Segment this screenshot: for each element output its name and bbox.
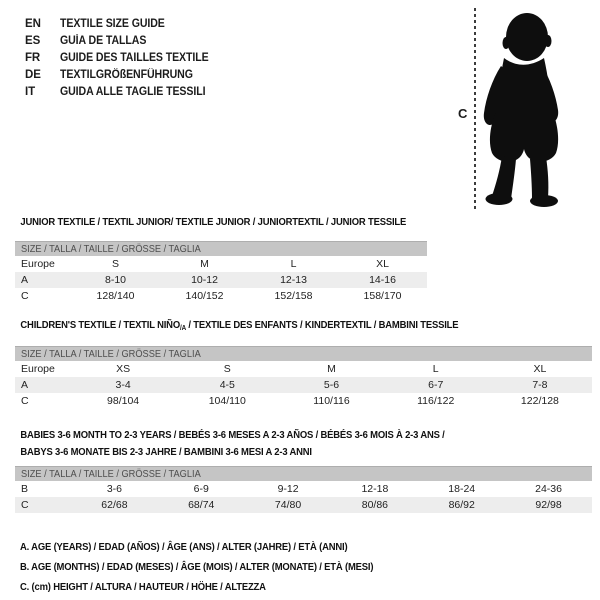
table-cell: 92/98 (535, 499, 562, 511)
table-cell: 3-4 (115, 379, 131, 391)
table-title-subscript: /A (180, 325, 186, 332)
table-cell: 6-7 (428, 379, 444, 391)
table-cell: XL (376, 258, 389, 270)
table-cell: 14-16 (369, 274, 396, 286)
row-label-cell: Europe (21, 258, 55, 270)
table-cell: L (290, 258, 297, 270)
size-header-text: SIZE / TALLA / TAILLE / GRÖSSE / TAGLIA (21, 348, 201, 360)
size-header-text: SIZE / TALLA / TAILLE / GRÖSSE / TAGLIA (21, 468, 201, 480)
table-row: Europe S M L XL (15, 256, 427, 272)
table-row: C 128/140 140/152 152/158 158/170 (15, 288, 427, 304)
size-header-bar: SIZE / TALLA / TAILLE / GRÖSSE / TAGLIA (15, 346, 592, 361)
table-row: A 3-4 4-5 5-6 6-7 7-8 (15, 377, 592, 393)
table-cell: S (111, 258, 119, 270)
height-dotted-line (474, 8, 476, 210)
row-label-cell: C (21, 395, 29, 407)
table-cell: 6-9 (193, 483, 209, 495)
row-label-cell: B (21, 483, 29, 495)
table-cell: XS (116, 363, 131, 375)
language-code: ES (25, 35, 41, 47)
table-cell: 7-8 (532, 379, 548, 391)
language-row: ES GUÍA DE TALLAS (25, 33, 222, 50)
table-cell: M (327, 363, 336, 375)
size-header-text: SIZE / TALLA / TAILLE / GRÖSSE / TAGLIA (21, 243, 201, 255)
row-label-cell: C (21, 290, 29, 302)
language-code: EN (25, 18, 41, 30)
table-cell: 140/152 (185, 290, 224, 302)
table-title-text: / TEXTILE DES ENFANTS / KINDERTEXTIL / B… (185, 319, 459, 331)
language-row: IT GUIDA ALLE TAGLIE TESSILI (25, 84, 222, 101)
language-code: DE (25, 69, 41, 81)
table-cell: S (223, 363, 231, 375)
table-cell: 4-5 (219, 379, 235, 391)
table-cell: 128/140 (96, 290, 135, 302)
table-cell: 3-6 (106, 483, 122, 495)
children-table: CHILDREN'S TEXTILE / TEXTIL NIÑO/A / TEX… (15, 319, 592, 409)
table-title: BABYS 3-6 MONATE BIS 2-3 JAHRE / BAMBINI… (20, 446, 312, 458)
language-title: GUIDE DES TAILLES TEXTILE (60, 52, 209, 64)
row-label-cell: Europe (21, 363, 55, 375)
table-cell: 80/86 (361, 499, 389, 511)
table-cell: 152/158 (274, 290, 313, 302)
table-cell: 5-6 (323, 379, 340, 391)
table-cell: 122/128 (520, 395, 559, 407)
row-label-cell: C (21, 499, 29, 511)
legend: A. AGE (YEARS) / EDAD (AÑOS) / ÂGE (ANS)… (20, 537, 413, 597)
table-cell: XL (533, 363, 547, 375)
row-label-cell: A (21, 379, 29, 391)
row-label-cell: A (21, 274, 29, 286)
table-row: C 98/104 104/110 110/116 116/122 122/128 (15, 393, 592, 409)
table-title: BABIES 3-6 MONTH TO 2-3 YEARS / BEBÉS 3-… (20, 429, 445, 441)
legend-line: C. (cm) HEIGHT / ALTURA / HAUTEUR / HÖHE… (20, 581, 266, 593)
table-cell: 12-18 (361, 483, 389, 495)
table-cell: 24-36 (535, 483, 562, 495)
table-cell: 10-12 (191, 274, 218, 286)
table-cell: 9-12 (277, 483, 299, 495)
table-cell: 74/80 (274, 499, 302, 511)
table-cell: 12-13 (280, 274, 307, 286)
table-row: C 62/68 68/74 74/80 80/86 86/92 92/98 (15, 497, 592, 513)
table-cell: 98/104 (107, 395, 140, 407)
table-cell: 18-24 (448, 483, 476, 495)
junior-table: JUNIOR TEXTILE / TEXTIL JUNIOR/ TEXTILE … (15, 216, 427, 304)
language-title: GUIDA ALLE TAGLIE TESSILI (60, 86, 206, 98)
table-cell: 104/110 (208, 395, 246, 407)
language-title: TEXTILE SIZE GUIDE (60, 18, 165, 30)
table-row: A 8-10 10-12 12-13 14-16 (15, 272, 427, 288)
language-title: GUÍA DE TALLAS (60, 35, 147, 47)
language-code: FR (25, 52, 41, 64)
table-cell: 116/122 (417, 395, 455, 407)
table-title: JUNIOR TEXTILE / TEXTIL JUNIOR/ TEXTILE … (20, 216, 407, 228)
language-row: EN TEXTILE SIZE GUIDE (25, 16, 222, 33)
language-code: IT (25, 86, 36, 98)
table-title: CHILDREN'S TEXTILE / TEXTIL NIÑO/A / TEX… (15, 319, 534, 335)
table-cell: 86/92 (448, 499, 475, 511)
language-row: DE TEXTILGRÖßENFÜHRUNG (25, 67, 222, 84)
size-header-bar: SIZE / TALLA / TAILLE / GRÖSSE / TAGLIA (15, 241, 427, 256)
height-label-c: C (458, 106, 468, 121)
legend-line: B. AGE (MONTHS) / EDAD (MESES) / ÂGE (MO… (20, 561, 374, 573)
table-cell: 8-10 (104, 274, 126, 286)
table-row: B 3-6 6-9 9-12 12-18 18-24 24-36 (15, 481, 592, 497)
table-cell: L (432, 363, 439, 375)
babies-table: BABIES 3-6 MONTH TO 2-3 YEARS / BEBÉS 3-… (15, 427, 592, 513)
table-cell: M (200, 258, 209, 270)
language-row: FR GUIDE DES TAILLES TEXTILE (25, 50, 222, 67)
table-cell: 110/116 (313, 395, 350, 407)
baby-silhouette (483, 13, 559, 207)
language-list: EN TEXTILE SIZE GUIDE ES GUÍA DE TALLAS … (25, 16, 222, 101)
table-cell: 158/170 (363, 290, 402, 302)
language-title: TEXTILGRÖßENFÜHRUNG (60, 69, 193, 81)
legend-line: A. AGE (YEARS) / EDAD (AÑOS) / ÂGE (ANS)… (20, 541, 348, 553)
size-header-bar: SIZE / TALLA / TAILLE / GRÖSSE / TAGLIA (15, 466, 592, 481)
table-row: Europe XS S M L XL (15, 361, 592, 377)
table-cell: 68/74 (188, 499, 215, 511)
table-title-text: CHILDREN'S TEXTILE / TEXTIL NIÑO (20, 319, 181, 331)
table-cell: 62/68 (101, 499, 128, 511)
